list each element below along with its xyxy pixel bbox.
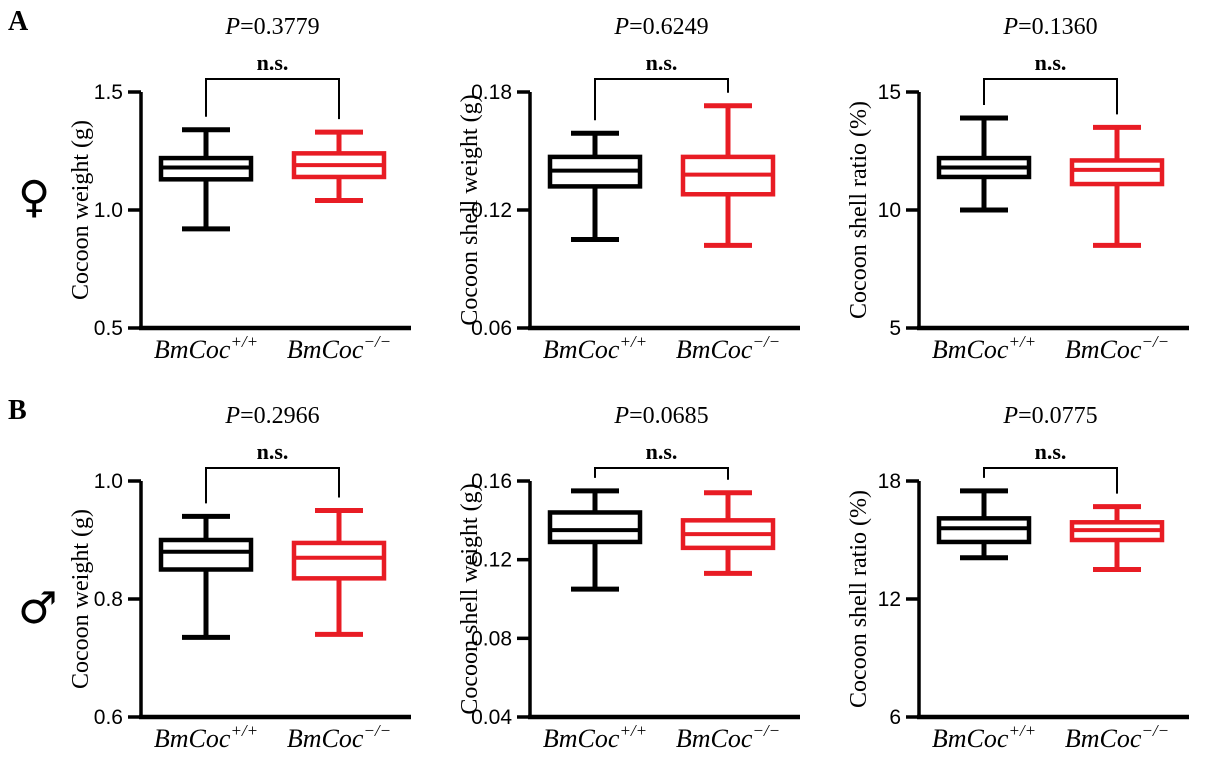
significance-bracket bbox=[983, 78, 1118, 115]
p-value-label: P=0.1360 bbox=[1002, 14, 1097, 40]
y-axis-label: Cocoon shell weight (g) bbox=[457, 483, 483, 714]
y-tick-label: 18 bbox=[878, 470, 901, 493]
panel-a1-cocoon-weight: 0.5 1.0 1.5 Cocoon weight (g) P=0.3779 n.s. Bm… bbox=[62, 0, 451, 389]
category-label-knockout: BmCoc−/− bbox=[1065, 332, 1169, 364]
y-axis-label: Cocoon weight (g) bbox=[68, 120, 94, 300]
box-knockout bbox=[1069, 158, 1165, 187]
significance-bracket bbox=[594, 78, 729, 121]
y-tick-label: 0.04 bbox=[471, 706, 512, 729]
boxplot-cocoon-shell-ratio-female: 5 10 15 Cocoon shell ratio (%) P=0.1360 n.s. B… bbox=[846, 14, 1189, 364]
category-label-knockout: BmCoc−/− bbox=[676, 332, 780, 364]
y-tick-label: 0.12 bbox=[471, 549, 512, 572]
box-wildtype bbox=[547, 510, 643, 545]
panel-b1-cocoon-weight: 0.6 0.8 1.0 Cocoon weight (g) P=0.2966 n.s. Bm… bbox=[62, 389, 451, 778]
p-value-label: P=0.2966 bbox=[224, 403, 319, 429]
y-tick-label: 1.0 bbox=[94, 470, 123, 493]
y-axis-label: Cocoon shell weight (g) bbox=[457, 94, 483, 325]
p-value-label: P=0.0775 bbox=[1002, 403, 1097, 429]
figure-row-b: B ♂ 0.6 0.8 1.0 Cocoon weight (g) P=0.2966 n.… bbox=[0, 389, 1230, 778]
significance-bracket bbox=[594, 467, 729, 480]
y-tick-label: 1.0 bbox=[94, 199, 123, 222]
y-tick-label: 10 bbox=[878, 199, 901, 222]
panel-a2-cocoon-shell-weight: 0.06 0.12 0.18 Cocoon shell weight (g) P=0.6… bbox=[451, 0, 840, 389]
category-label-wildtype: BmCoc+/+ bbox=[543, 332, 647, 364]
ns-label: n.s. bbox=[646, 50, 678, 75]
p-value-label: P=0.0685 bbox=[613, 403, 708, 429]
ns-label: n.s. bbox=[257, 439, 289, 464]
y-axis-label: Cocoon shell ratio (%) bbox=[846, 490, 872, 708]
panel-letter-a: A bbox=[8, 6, 29, 37]
y-tick-label: 0.6 bbox=[94, 706, 123, 729]
panel-a3-cocoon-shell-ratio: 5 10 15 Cocoon shell ratio (%) P=0.1360 n.s. B… bbox=[840, 0, 1229, 389]
y-tick-label: 12 bbox=[878, 588, 901, 611]
category-label-wildtype: BmCoc+/+ bbox=[154, 332, 258, 364]
panel-b3-cocoon-shell-ratio: 6 12 18 Cocoon shell ratio (%) P=0.0775 n.s. B… bbox=[840, 389, 1229, 778]
category-label-knockout: BmCoc−/− bbox=[1065, 721, 1169, 753]
category-label-wildtype: BmCoc+/+ bbox=[932, 721, 1036, 753]
row-header-a: A ♀ bbox=[0, 0, 62, 389]
female-symbol: ♀ bbox=[18, 172, 51, 223]
category-label-wildtype: BmCoc+/+ bbox=[154, 721, 258, 753]
significance-bracket bbox=[983, 467, 1118, 494]
box-knockout bbox=[291, 540, 387, 581]
significance-bracket bbox=[205, 78, 340, 120]
boxplot-cocoon-shell-ratio-male: 6 12 18 Cocoon shell ratio (%) P=0.0775 n.s. B… bbox=[846, 403, 1189, 753]
male-symbol: ♂ bbox=[18, 583, 58, 634]
y-tick-label: 0.06 bbox=[471, 317, 512, 340]
ns-label: n.s. bbox=[1035, 50, 1067, 75]
y-tick-label: 0.5 bbox=[94, 317, 123, 340]
y-tick-label: 6 bbox=[889, 706, 901, 729]
panel-letter-b: B bbox=[8, 395, 27, 426]
figure-row-a: A ♀ 0.5 1.0 1.5 Cocoon weight (g) P=0.3779 n.… bbox=[0, 0, 1229, 389]
category-label-wildtype: BmCoc+/+ bbox=[932, 332, 1036, 364]
ns-label: n.s. bbox=[646, 439, 678, 464]
y-tick-label: 0.08 bbox=[471, 627, 512, 650]
y-tick-label: 0.12 bbox=[471, 199, 512, 222]
significance-bracket bbox=[205, 467, 340, 504]
y-tick-label: 0.16 bbox=[471, 470, 512, 493]
category-label-knockout: BmCoc−/− bbox=[287, 721, 391, 753]
ns-label: n.s. bbox=[257, 50, 289, 75]
y-tick-label: 0.18 bbox=[471, 81, 512, 104]
y-tick-label: 0.8 bbox=[94, 588, 123, 611]
panel-b2-cocoon-shell-weight: 0.04 0.08 0.12 0.16 Cocoon shell weight (g) P… bbox=[451, 389, 840, 778]
p-value-label: P=0.6249 bbox=[613, 14, 708, 40]
box-wildtype bbox=[158, 537, 254, 572]
row-header-b: B ♂ bbox=[0, 389, 62, 778]
category-label-knockout: BmCoc−/− bbox=[287, 332, 391, 364]
y-axis-label: Cocoon weight (g) bbox=[68, 509, 94, 689]
p-value-label: P=0.3779 bbox=[224, 14, 319, 40]
ns-label: n.s. bbox=[1035, 439, 1067, 464]
y-tick-label: 1.5 bbox=[94, 81, 123, 104]
y-axis-label: Cocoon shell ratio (%) bbox=[846, 101, 872, 319]
y-tick-label: 5 bbox=[889, 317, 901, 340]
y-tick-label: 15 bbox=[878, 81, 901, 104]
category-label-knockout: BmCoc−/− bbox=[676, 721, 780, 753]
category-label-wildtype: BmCoc+/+ bbox=[543, 721, 647, 753]
